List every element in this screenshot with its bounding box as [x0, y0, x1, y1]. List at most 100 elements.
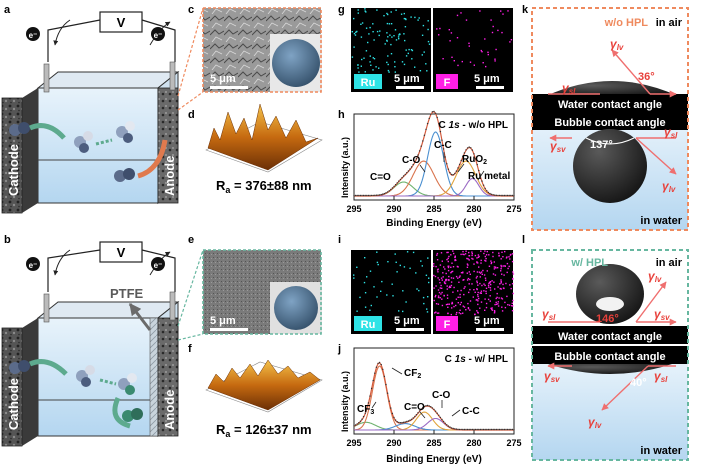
f-dot: [484, 309, 486, 311]
f-dot: [444, 282, 446, 284]
f-dot: [484, 298, 486, 300]
f-dot: [505, 257, 508, 259]
f-dot: [455, 313, 457, 316]
f-dot: [500, 268, 502, 270]
condition-label-k: w/o HPL: [604, 17, 649, 29]
f-dot: [479, 282, 481, 285]
data-point: [508, 194, 510, 197]
afm-base-f: [205, 361, 323, 413]
ru-dot: [357, 64, 359, 66]
f-dot: [448, 303, 450, 305]
data-point: [468, 428, 470, 431]
leader-j-5: [451, 409, 461, 417]
ru-dot: [423, 302, 425, 305]
f-dot: [446, 285, 448, 287]
ptfe-layer: [149, 317, 159, 437]
data-point: [390, 407, 392, 409]
ru-dot: [422, 296, 425, 299]
data-point: [367, 402, 370, 404]
f-dot: [507, 10, 509, 12]
f-dot: [460, 12, 462, 14]
f-dot: [485, 292, 487, 295]
cathode-label: Cathode: [6, 144, 21, 196]
f-dot: [462, 271, 464, 273]
data-point: [361, 194, 363, 197]
data-point: [450, 427, 453, 429]
ru-dot: [378, 67, 380, 69]
panel-label-i: i: [338, 234, 341, 246]
anode-terminal: [169, 61, 176, 91]
data-point: [428, 405, 430, 407]
f-dot: [477, 254, 480, 256]
data-point: [457, 167, 459, 169]
data-point: [500, 194, 502, 197]
f-dot: [474, 313, 476, 316]
f-dot: [494, 58, 496, 60]
f-dot: [493, 312, 496, 314]
f-dot: [466, 263, 469, 265]
f-dot: [498, 255, 500, 257]
f-dot: [462, 305, 464, 307]
f-dot: [480, 250, 482, 252]
f-dot: [504, 301, 506, 304]
ru-dot: [366, 276, 368, 278]
ru-dot: [391, 36, 393, 38]
ru-dot: [387, 55, 389, 57]
f-dot: [471, 254, 473, 257]
ru-dot: [415, 272, 417, 274]
scale-bar-g-ru: [396, 86, 424, 89]
data-point: [479, 428, 482, 431]
afm-surface-f: [207, 359, 321, 411]
ru-dot: [427, 28, 429, 31]
f-dot: [467, 302, 469, 305]
annotation-h-ru-metal: Ru metal: [468, 171, 510, 182]
f-dot: [439, 282, 441, 284]
f-dot: [483, 274, 486, 276]
f-dot: [487, 284, 490, 286]
ru-dot: [365, 50, 368, 52]
ru-dot: [390, 23, 393, 25]
panel-g: g Ru F 5 μm 5 μm: [338, 4, 513, 92]
ru-dot: [401, 61, 404, 63]
data-point: [471, 149, 474, 151]
annotation-h-ruo2: RuO2: [462, 154, 487, 166]
f-dot: [468, 283, 470, 285]
frame-e: [202, 249, 322, 335]
f-dot: [450, 281, 453, 283]
data-point: [369, 395, 371, 397]
data-point: [454, 428, 456, 430]
f-dot: [504, 306, 507, 309]
f-dot: [509, 258, 511, 260]
xps-chart-j: 295 290 285 280 275: [346, 361, 522, 448]
ru-dot: [420, 260, 422, 262]
wire-left: [47, 19, 101, 62]
f-dot: [508, 265, 510, 268]
cell-top-face-b: [36, 301, 180, 319]
f-dot: [476, 257, 478, 259]
ru-dot: [403, 63, 406, 66]
f-dot: [501, 310, 504, 312]
afm-surface-d: [207, 103, 319, 171]
f-dot: [454, 258, 456, 261]
ru-dot: [428, 281, 430, 284]
ru-dot: [364, 306, 367, 308]
f-dot: [473, 289, 475, 291]
f-dot: [460, 272, 463, 274]
f-dot: [435, 303, 438, 305]
f-dot: [469, 309, 471, 311]
f-dot: [457, 302, 459, 304]
f-dot: [465, 19, 468, 21]
f-dot: [512, 292, 514, 295]
ru-dot: [368, 33, 370, 35]
f-dot: [494, 303, 496, 306]
f-dot: [474, 291, 476, 293]
data-point: [482, 428, 485, 431]
data-point: [362, 415, 365, 418]
data-point: [444, 156, 446, 158]
ru-dot: [418, 289, 420, 292]
data-point: [380, 363, 382, 366]
data-point: [354, 194, 357, 197]
bubble-bar-k: [532, 112, 688, 130]
f-dot: [452, 250, 454, 252]
